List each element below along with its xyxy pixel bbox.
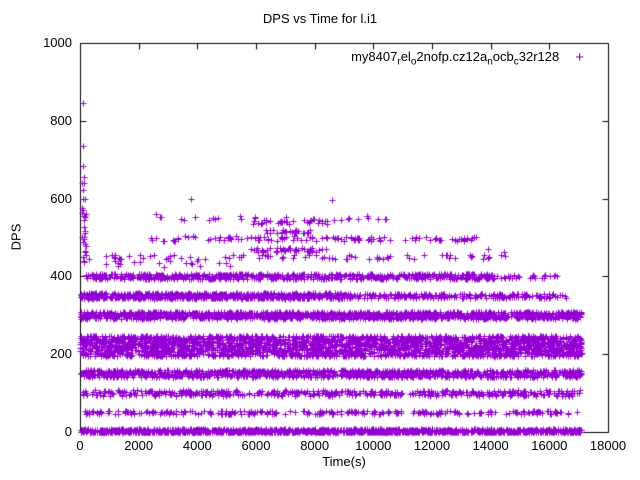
legend-subscript: c [513, 56, 519, 68]
legend-text: ocb [492, 49, 514, 64]
legend-plus-marker-icon: + [575, 49, 584, 67]
x-tick-label: 6000 [241, 438, 271, 453]
y-tick-label: 1000 [43, 35, 72, 50]
legend-text: my8407 [351, 49, 398, 64]
legend-subscript: o [410, 56, 417, 68]
x-axis-label: Time(s) [322, 454, 366, 469]
x-tick-label: 8000 [300, 438, 330, 453]
x-tick-label: 12000 [413, 438, 451, 453]
y-tick-label: 0 [64, 424, 72, 439]
y-tick-label: 800 [50, 112, 72, 128]
y-axis-label: DPS [8, 223, 24, 251]
x-tick-label: 4000 [182, 438, 212, 453]
x-tick-label: 14000 [472, 438, 509, 453]
legend-text: 2nofp.cz12a [416, 49, 488, 64]
y-tick-label: 200 [50, 346, 72, 362]
legend-subscript: n [487, 56, 493, 68]
chart-title: DPS vs Time for l.i1 [262, 11, 378, 26]
y-tick-label: 400 [50, 268, 72, 284]
x-tick-label: 2000 [124, 438, 154, 453]
y-tick-label: 600 [50, 190, 72, 206]
legend-text: el [400, 49, 411, 64]
x-tick-label: 10000 [355, 438, 392, 453]
x-tick-label: 16000 [531, 438, 568, 453]
legend: my8407relo2nofp.cz12anocbc32r128 + [351, 49, 584, 68]
legend-series-label: my8407relo2nofp.cz12anocbc32r128 [351, 49, 559, 68]
legend-subscript: r [397, 56, 401, 68]
x-tick-label: 0 [76, 438, 84, 453]
x-tick-label: 18000 [589, 438, 627, 453]
legend-text: 32r128 [518, 49, 560, 64]
